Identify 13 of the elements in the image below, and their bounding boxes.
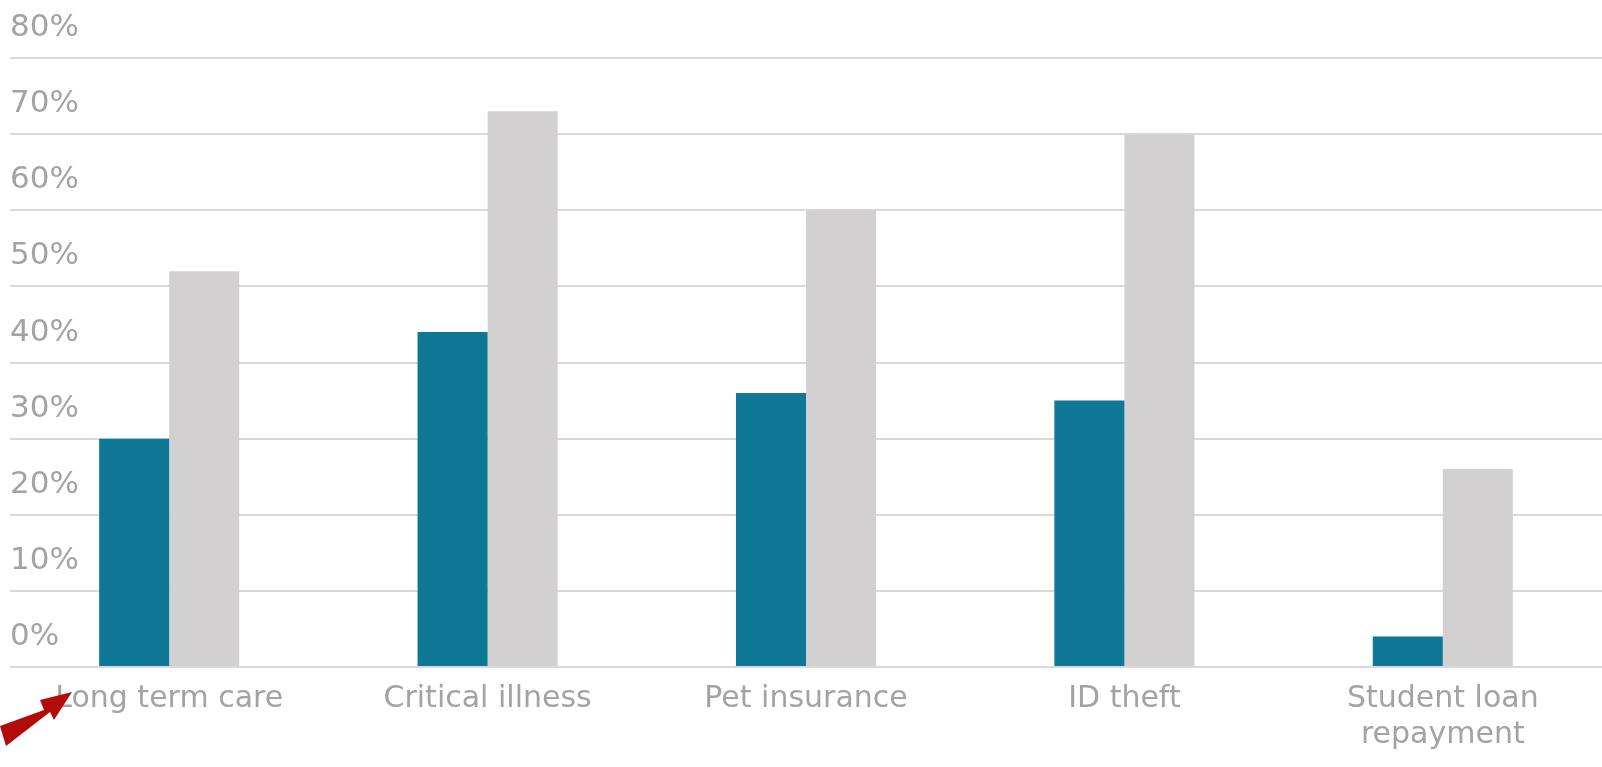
x-tick-label: ID theft bbox=[1068, 678, 1181, 714]
y-tick-label: 40% bbox=[10, 311, 79, 348]
x-tick-label: Student loan repayment bbox=[1346, 678, 1539, 750]
y-tick-label: 50% bbox=[10, 235, 79, 272]
y-tick-label: 80% bbox=[10, 7, 79, 44]
y-tick-label: 0% bbox=[10, 616, 60, 653]
y-tick-label: 10% bbox=[10, 539, 79, 576]
y-tick-label: 70% bbox=[10, 83, 79, 120]
y-tick-label: 30% bbox=[10, 387, 79, 424]
y-tick-label: 20% bbox=[10, 463, 79, 500]
x-tick-label: Critical illness bbox=[383, 678, 592, 714]
y-tick-label: 60% bbox=[10, 159, 79, 196]
x-tick-label: Pet insurance bbox=[704, 678, 908, 714]
